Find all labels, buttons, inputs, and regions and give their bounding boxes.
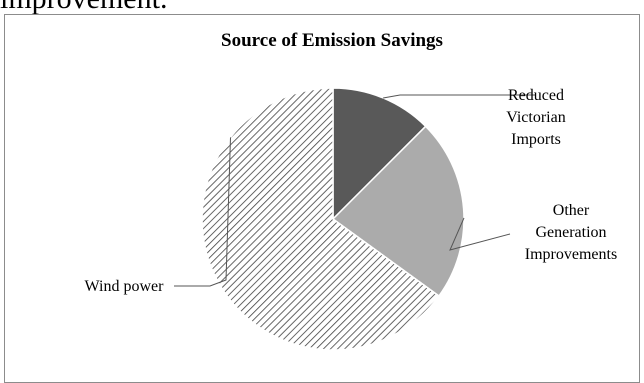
slice-label-other-generation-improvements-line-1: Other <box>553 202 590 219</box>
slice-label-other-generation-improvements-line-2: Generation <box>535 224 606 241</box>
slice-label-reduced-victorian-imports-line-3: Imports <box>511 131 561 148</box>
pie-slice-other-generation-improvements <box>331 125 465 298</box>
slice-label-reduced-victorian-imports-line-2: Victorian <box>506 109 565 126</box>
leader-line-wind-power <box>174 137 232 287</box>
slice-label-reduced-victorian-imports-line-1: Reduced <box>508 87 564 104</box>
pie-slice-reduced-victorian-imports <box>332 87 427 221</box>
pie-slice-wind-power <box>201 87 441 351</box>
pie-slices <box>201 87 465 351</box>
leader-line-other-generation-improvements <box>449 217 511 251</box>
chart-title: Source of Emission Savings <box>221 30 443 51</box>
document-fragment-text: improvement. <box>0 0 167 16</box>
slice-labels: Reduced Victorian Imports Other Generation Im… <box>85 87 618 295</box>
slice-label-other-generation-improvements-line-3: Improvements <box>525 246 617 263</box>
slice-label-wind-power-line-1: Wind power <box>85 278 165 295</box>
leader-line-reduced-victorian-imports <box>383 94 536 99</box>
